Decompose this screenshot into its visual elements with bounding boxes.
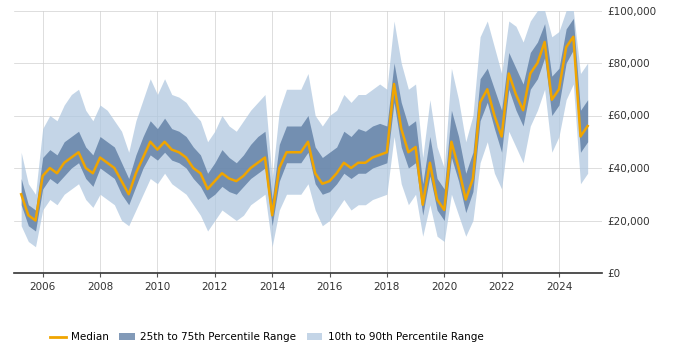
Legend: Median, 25th to 75th Percentile Range, 10th to 90th Percentile Range: Median, 25th to 75th Percentile Range, 1…	[46, 328, 487, 346]
